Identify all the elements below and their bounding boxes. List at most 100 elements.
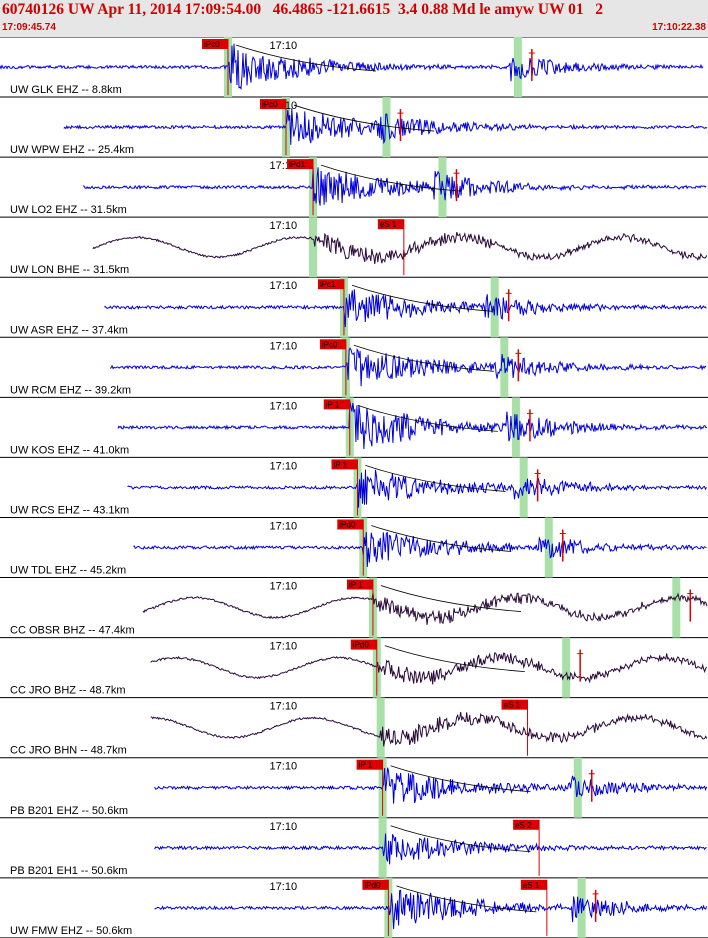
p-pick-flag (202, 39, 229, 49)
s-pick-label: eS 1 (380, 220, 397, 229)
p-pick-flag (346, 579, 373, 590)
p-pick-label: iP 1 (333, 460, 347, 469)
p-pick-flag (323, 399, 350, 410)
minute-tick-label: 17:10 (270, 520, 298, 532)
minute-tick-label: 17:10 (270, 460, 298, 472)
trace-row: 17:10 eS 2 PB B201 EH1 -- 50.6km (0, 817, 708, 879)
s-pick-flag (520, 879, 547, 890)
coda-curve (390, 825, 531, 853)
p-pick-flag (356, 759, 383, 770)
coda-curve (357, 404, 498, 432)
waveform-10 (150, 652, 708, 685)
minute-tick-label: 17:10 (270, 761, 298, 773)
s-window (562, 637, 571, 698)
minute-tick-label: 17:10 (270, 881, 298, 893)
s-window (544, 517, 553, 578)
minute-tick-label: 17:10 (270, 280, 298, 292)
trace-row: 17:10 eS 1 CC JRO BHN -- 48.7km (0, 697, 708, 759)
waveform-12 (154, 767, 708, 804)
waveform-14 (154, 889, 708, 930)
minute-tick-label: 17:10 (270, 400, 298, 412)
window-start-time: 17:09:45.74 (2, 22, 56, 33)
coda-curve (380, 585, 521, 612)
p-pick-flag (337, 519, 364, 530)
minute-tick-label: 17:10 (270, 220, 298, 232)
p-pick-label: iPd1 (289, 160, 306, 169)
s-pick-label: eS 2 (515, 821, 532, 830)
event-title: 60740126 UW Apr 11, 2014 17:09:54.00 46.… (2, 1, 604, 18)
p-pick-flag (287, 159, 314, 170)
station-label: UW LO2 EHZ -- 31.5km (10, 204, 127, 216)
p-pick-label: iPd0 (339, 520, 356, 529)
station-label: UW WPW EHZ -- 25.4km (10, 144, 134, 156)
s-pick-label: eS 1 (523, 881, 540, 890)
p-pick-flag (362, 879, 389, 890)
p-pick-label: iP 1 (359, 761, 373, 770)
trace-row: 17:10 iPd0 eS 1 UW FMW EHZ -- 50.6km (0, 877, 708, 938)
window-end-time: 17:10:22.38 (652, 22, 706, 33)
p-pick-label: iPc1 (320, 280, 336, 289)
p-pick-label: iPc0 (262, 100, 278, 109)
station-label: UW KOS EHZ -- 41.0km (10, 444, 129, 456)
coda-curve (235, 44, 377, 72)
s-window (513, 37, 522, 98)
p-pick-flag (259, 99, 286, 110)
minute-tick-label: 17:10 (270, 701, 298, 713)
p-pick-label: iP 1 (349, 581, 363, 590)
station-label: CC OBSR BHZ -- 47.4km (10, 625, 135, 637)
minute-tick-label: 17:10 (270, 340, 298, 352)
waveform-4 (104, 289, 707, 328)
trace-row: 17:10 iP 1 PB B201 EHZ -- 50.6km (0, 757, 708, 819)
station-label: UW LON BHE -- 31.5km (10, 264, 129, 276)
s-pick-label: eS 1 (504, 701, 521, 710)
trace-row: 17:10 iPd0 UW TDL EHZ -- 45.2km (0, 517, 708, 579)
station-label: PB B201 EH1 -- 50.6km (10, 865, 127, 877)
waveform-2 (83, 167, 707, 206)
coda-curve (353, 344, 494, 372)
seismogram-panel: 17:10 iPc0 UW GLK EHZ -- 8.8km 17:10 iPc0 UW … (0, 37, 708, 938)
waveform-1 (63, 108, 708, 145)
p-pick-flag (350, 639, 377, 650)
p-pick-flag (331, 459, 358, 470)
station-label: UW FMW EHZ -- 50.6km (10, 925, 132, 937)
trace-row: 17:10 iPc0 UW RCM EHZ -- 39.2km (0, 337, 708, 398)
p-pick-label: iPc0 (204, 40, 220, 49)
p-pick-flag (317, 279, 344, 290)
station-label: CC JRO BHN -- 48.7km (10, 745, 127, 757)
p-window (376, 697, 385, 758)
trace-row: 17:10 iPc1 UW ASR EHZ -- 37.4km (0, 277, 708, 338)
p-pick-label: iPc0 (322, 340, 338, 349)
station-label: UW GLK EHZ -- 8.8km (10, 84, 122, 96)
coda-curve (365, 465, 506, 492)
s-window (438, 157, 447, 218)
trace-row: 17:10 iPd0 CC JRO BHZ -- 48.7km (0, 637, 708, 699)
coda-curve (371, 525, 512, 552)
waveform-9 (142, 592, 708, 625)
waveform-6 (117, 401, 708, 450)
minute-tick-label: 17:10 (270, 40, 298, 52)
station-label: UW RCS EHZ -- 43.1km (10, 504, 129, 516)
minute-tick-label: 17:10 (270, 821, 298, 833)
event-header: 60740126 UW Apr 11, 2014 17:09:54.00 46.… (0, 0, 708, 38)
coda-curve (384, 645, 525, 672)
s-pick-flag (501, 699, 528, 710)
waveform-0 (0, 43, 704, 91)
station-label: UW TDL EHZ -- 45.2km (10, 565, 126, 577)
s-window (382, 97, 391, 158)
p-pick-label: iPd0 (364, 881, 381, 890)
minute-tick-label: 17:10 (270, 581, 298, 593)
waveform-3 (92, 231, 708, 265)
trace-row: 17:10 iP 1 UW KOS EHZ -- 41.0km (0, 397, 708, 458)
p-pick-label: iP 1 (326, 400, 340, 409)
p-pick-label: iPd0 (353, 641, 370, 650)
minute-tick-label: 17:10 (270, 641, 298, 653)
waveform-13 (154, 833, 707, 865)
trace-row: 17:10 iP 1 UW RCS EHZ -- 43.1km (0, 457, 708, 518)
coda-curve (390, 765, 531, 793)
coda-curve (293, 104, 435, 132)
station-label: UW ASR EHZ -- 37.4km (10, 324, 128, 336)
coda-curve (351, 284, 492, 312)
waveform-7 (127, 469, 707, 508)
trace-row: 17:10 iP 1 CC OBSR BHZ -- 47.4km (0, 577, 708, 639)
